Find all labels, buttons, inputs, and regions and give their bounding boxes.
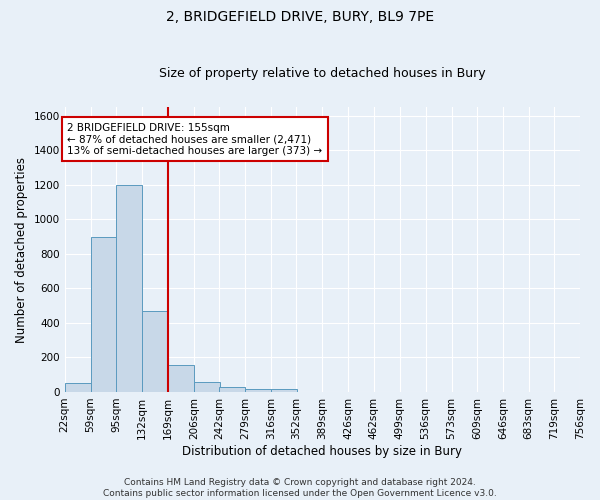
Y-axis label: Number of detached properties: Number of detached properties [15, 156, 28, 342]
Title: Size of property relative to detached houses in Bury: Size of property relative to detached ho… [159, 66, 485, 80]
X-axis label: Distribution of detached houses by size in Bury: Distribution of detached houses by size … [182, 444, 463, 458]
Bar [142, 311, 168, 392]
Text: 2 BRIDGEFIELD DRIVE: 155sqm
← 87% of detached houses are smaller (2,471)
13% of : 2 BRIDGEFIELD DRIVE: 155sqm ← 87% of det… [67, 122, 323, 156]
Bar [65, 384, 91, 392]
Bar [271, 388, 297, 392]
Bar [245, 388, 271, 392]
Bar [168, 365, 194, 392]
Text: 2, BRIDGEFIELD DRIVE, BURY, BL9 7PE: 2, BRIDGEFIELD DRIVE, BURY, BL9 7PE [166, 10, 434, 24]
Bar [91, 236, 116, 392]
Bar [219, 387, 245, 392]
Text: Contains HM Land Registry data © Crown copyright and database right 2024.
Contai: Contains HM Land Registry data © Crown c… [103, 478, 497, 498]
Bar [116, 185, 142, 392]
Bar [194, 382, 220, 392]
